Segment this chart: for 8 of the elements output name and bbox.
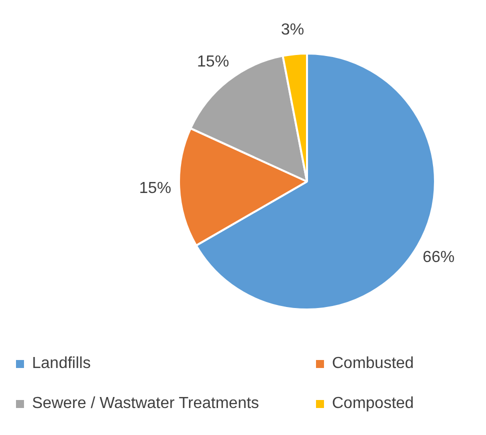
- data-label: 3%: [280, 22, 304, 39]
- legend-label: Combusted: [332, 355, 414, 373]
- legend-label: Sewere / Wastwater Treatments: [32, 395, 260, 413]
- legend-label: Composted: [332, 395, 414, 413]
- data-label: 15%: [139, 180, 172, 198]
- data-label: 15%: [197, 53, 230, 70]
- legend-label: Landfills: [32, 355, 91, 373]
- data-label: 66%: [422, 248, 455, 266]
